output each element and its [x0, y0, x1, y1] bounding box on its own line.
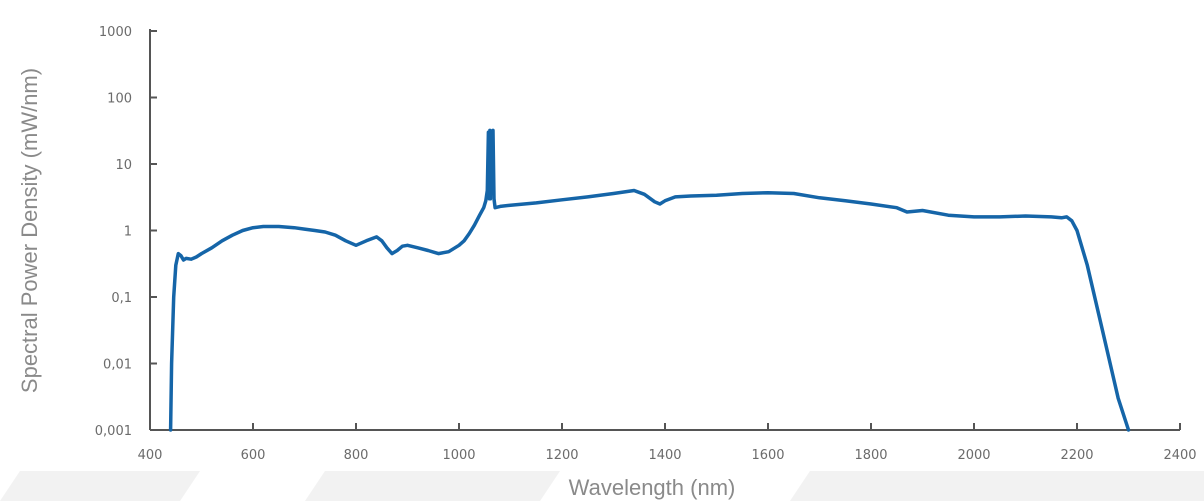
x-tick-label: 2400 [1163, 448, 1196, 463]
x-tick-label: 2200 [1060, 448, 1093, 463]
x-tick-label: 1200 [545, 448, 578, 463]
spectrum-line [168, 128, 1131, 432]
x-tick-label: 800 [344, 448, 369, 463]
y-axis-title: Spectral Power Density (mW/nm) [17, 68, 42, 393]
x-tick-label: 2000 [957, 448, 990, 463]
y-tick-label: 0,001 [95, 424, 132, 439]
background-band [305, 471, 560, 501]
y-tick-label: 0,1 [111, 291, 132, 306]
x-axis-title: Wavelength (nm) [569, 475, 736, 500]
x-tick-label: 1400 [648, 448, 681, 463]
y-tick-label: 100 [107, 92, 132, 107]
x-tick-label: 1800 [854, 448, 887, 463]
background-band [0, 471, 200, 501]
y-axis-ticks: 0,001 0,01 0,1 1 10 100 1000 [95, 25, 157, 439]
x-tick-label: 1600 [751, 448, 784, 463]
background-band [790, 471, 1204, 501]
y-tick-label: 1000 [99, 25, 132, 40]
x-tick-label: 600 [241, 448, 266, 463]
background-bands [0, 471, 1204, 501]
y-tick-label: 1 [124, 225, 132, 240]
x-tick-label: 400 [138, 448, 163, 463]
y-tick-label: 10 [115, 158, 132, 173]
y-tick-label: 0,01 [103, 358, 132, 373]
x-tick-label: 1000 [442, 448, 475, 463]
x-axis-ticks: 400 600 800 1000 1200 1400 1600 1800 2000 2200 240… [138, 423, 1197, 463]
